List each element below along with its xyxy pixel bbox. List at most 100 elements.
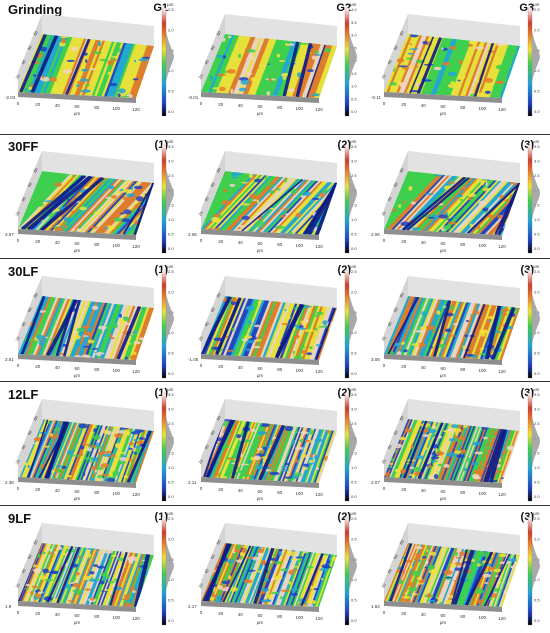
surface-panel: G2 0 20 40 60 80 100 120 μm 80 60 40 20 -0.01 μm 4.0 3.5…	[185, 0, 357, 118]
surface-3d-plot: 0 20 40 60 80 100 120μm806040202.11μm3.53.02.5…	[188, 387, 357, 502]
colorbar-tick: 2.5	[168, 7, 174, 12]
colorbar-tick: 1.5	[351, 71, 357, 76]
colorbar-tick: 0.5	[351, 96, 357, 101]
x-tick-label: 40	[421, 365, 427, 370]
colorbar-tick: 3.5	[351, 392, 357, 397]
x-tick-label: 20	[401, 487, 407, 492]
origin-value: 3.08	[371, 357, 380, 362]
y-tick-label: 40	[203, 320, 210, 327]
colorbar-tick: 0.5	[168, 598, 174, 603]
colorbar-tick: 2.0	[351, 536, 357, 541]
platform-edge	[201, 477, 319, 488]
row-grinding: Grinding G1 0 20 40 60 80 100 120 μm 80 60 40 20 -2.04…	[0, 0, 550, 118]
x-axis-unit: μm	[74, 496, 81, 501]
back-wall	[42, 151, 154, 183]
x-tick-label: 80	[460, 105, 466, 110]
row-label: 30LF	[8, 264, 39, 279]
back-wall	[225, 276, 337, 308]
back-wall	[225, 523, 337, 555]
colorbar-tick: 3.5	[534, 144, 540, 149]
y-tick-label: 20	[197, 582, 204, 589]
surface-panel: (3) 0 20 40 60 80 100 120 μm 80 60 40 20 2.06 μm 3.5 3.0…	[368, 137, 540, 255]
back-wall	[42, 399, 154, 431]
colorbar-tick: 0.0	[351, 246, 357, 251]
x-tick-label: 40	[238, 488, 244, 493]
x-axis-unit: μm	[74, 248, 81, 253]
x-tick-label: 20	[218, 364, 224, 369]
surface-map	[18, 419, 154, 483]
platform-edge	[18, 477, 136, 488]
origin-value: 2.07	[371, 480, 380, 485]
x-tick-label: 0	[17, 486, 20, 491]
surface-panel: (1) 0 20 40 60 80 100 120 μm 80 60 40 20 1.9 μm 2.5 2.0 1…	[2, 509, 174, 627]
x-axis-unit: μm	[74, 111, 81, 116]
colorbar-tick: 2.5	[168, 516, 174, 521]
colorbar-tick: 2.5	[168, 269, 174, 274]
x-tick-label: 120	[315, 616, 323, 621]
colorbar-tick: 0.0	[351, 371, 357, 376]
y-tick-label: 60	[392, 44, 399, 51]
y-tick-label: 80	[32, 538, 39, 545]
x-tick-label: 20	[35, 487, 41, 492]
colorbar-tick: 3.5	[534, 392, 540, 397]
colorbar-tick: 2.5	[534, 7, 540, 12]
y-tick-label: 80	[32, 414, 39, 421]
height-histogram	[349, 415, 357, 468]
x-tick-label: 60	[74, 241, 80, 246]
colorbar-tick: 0.5	[534, 598, 540, 603]
origin-value: 3.61	[5, 357, 14, 362]
y-tick-label: 20	[14, 582, 21, 589]
colorbar-tick: 2.0	[168, 289, 174, 294]
surface-map	[384, 296, 520, 360]
x-tick-label: 0	[17, 610, 20, 615]
x-tick-label: 20	[35, 364, 41, 369]
surface-3d-plot: 020406080100120μm806040201.63μm2.52.01.5…	[371, 511, 540, 626]
colorbar-tick: 0.5	[534, 231, 540, 236]
colorbar-unit: μm	[350, 2, 357, 7]
height-histogram	[349, 292, 357, 345]
x-tick-label: 80	[94, 490, 100, 495]
colorbar	[344, 7, 350, 117]
y-tick-label: 20	[197, 210, 204, 217]
colorbar-unit: μm	[533, 387, 540, 392]
side-wall	[384, 151, 408, 229]
x-tick-label: 20	[35, 611, 41, 616]
colorbar-tick: 0.5	[534, 89, 540, 94]
colorbar-tick: 3.0	[351, 407, 357, 412]
y-tick-label: 20	[380, 582, 387, 589]
y-tick-label: 20	[380, 210, 387, 217]
row-separator	[0, 381, 550, 382]
surface-3d-plot: 0 20 40 60 80 100 120μm806040202.38μm3.53.02.5…	[5, 387, 174, 502]
y-tick-label: 40	[20, 443, 27, 450]
y-tick-label: 40	[20, 58, 27, 65]
surface-panel: (2) 0 20 40 60 80 100 120 μm 80 60 40 20 -1.05 μm 2.5 2.…	[185, 262, 357, 380]
colorbar-tick: 0.0	[168, 618, 174, 623]
x-tick-label: 60	[257, 241, 263, 246]
height-histogram	[166, 167, 174, 220]
x-tick-label: 20	[35, 239, 41, 244]
side-wall	[18, 399, 42, 477]
x-tick-label: 60	[74, 489, 80, 494]
colorbar-tick: 0.5	[168, 89, 174, 94]
platform-edge	[384, 601, 502, 612]
height-histogram	[532, 415, 540, 468]
colorbar-tick: 2.5	[351, 173, 357, 178]
y-tick-label: 60	[26, 553, 33, 560]
x-tick-label: 40	[238, 612, 244, 617]
colorbar-tick: 0.5	[168, 479, 174, 484]
x-tick-label: 80	[277, 614, 283, 619]
surface-panel: (2) 0 20 40 60 80 100 120 μm 80 60 40 20 2.17 μm 2.5 2.0…	[185, 509, 357, 627]
x-tick-label: 120	[132, 369, 140, 374]
y-tick-label: 40	[386, 443, 393, 450]
x-tick-label: 20	[401, 611, 407, 616]
colorbar-tick: 3.5	[168, 392, 174, 397]
height-histogram	[166, 415, 174, 468]
surface-map	[201, 543, 337, 607]
x-tick-label: 80	[277, 490, 283, 495]
x-tick-label: 0	[383, 101, 386, 106]
x-tick-label: 60	[440, 613, 446, 618]
colorbar-unit: μm	[167, 387, 174, 392]
surface-panel: (1) 0 20 40 60 80 100 120 μm 80 60 40 20 3.61 μm 2.5 2.0…	[2, 262, 174, 380]
row-separator	[0, 134, 550, 135]
x-tick-label: 60	[74, 366, 80, 371]
